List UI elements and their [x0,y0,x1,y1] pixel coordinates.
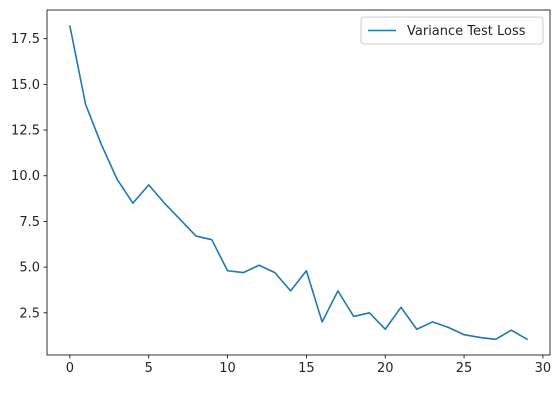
x-axis: 0 5 10 15 20 25 30 [66,355,551,376]
plot-area [69,25,528,341]
legend-box [360,16,544,45]
axes-frame [46,9,551,356]
legend: Variance Test Loss [360,16,544,45]
y-tick-label: 7.5 [19,215,40,230]
y-tick-label: 10.0 [11,169,40,184]
y-tick-label: 5.0 [19,261,40,276]
x-tick-label: 20 [377,361,394,376]
series-line-variance-test-loss [69,25,528,341]
y-tick-label: 12.5 [11,124,40,139]
x-tick-label: 25 [456,361,473,376]
y-tick-label: 15.0 [11,78,40,93]
y-tick-label: 2.5 [19,306,40,321]
y-tick-label: 17.5 [11,32,40,47]
x-tick-label: 5 [145,361,153,376]
x-tick-label: 30 [535,361,552,376]
x-tick-label: 10 [219,361,236,376]
x-tick-label: 0 [66,361,74,376]
y-axis: 2.5 5.0 7.5 10.0 12.5 15.0 17.5 [11,32,47,321]
x-tick-label: 15 [298,361,315,376]
legend-label: Variance Test Loss [407,24,526,39]
